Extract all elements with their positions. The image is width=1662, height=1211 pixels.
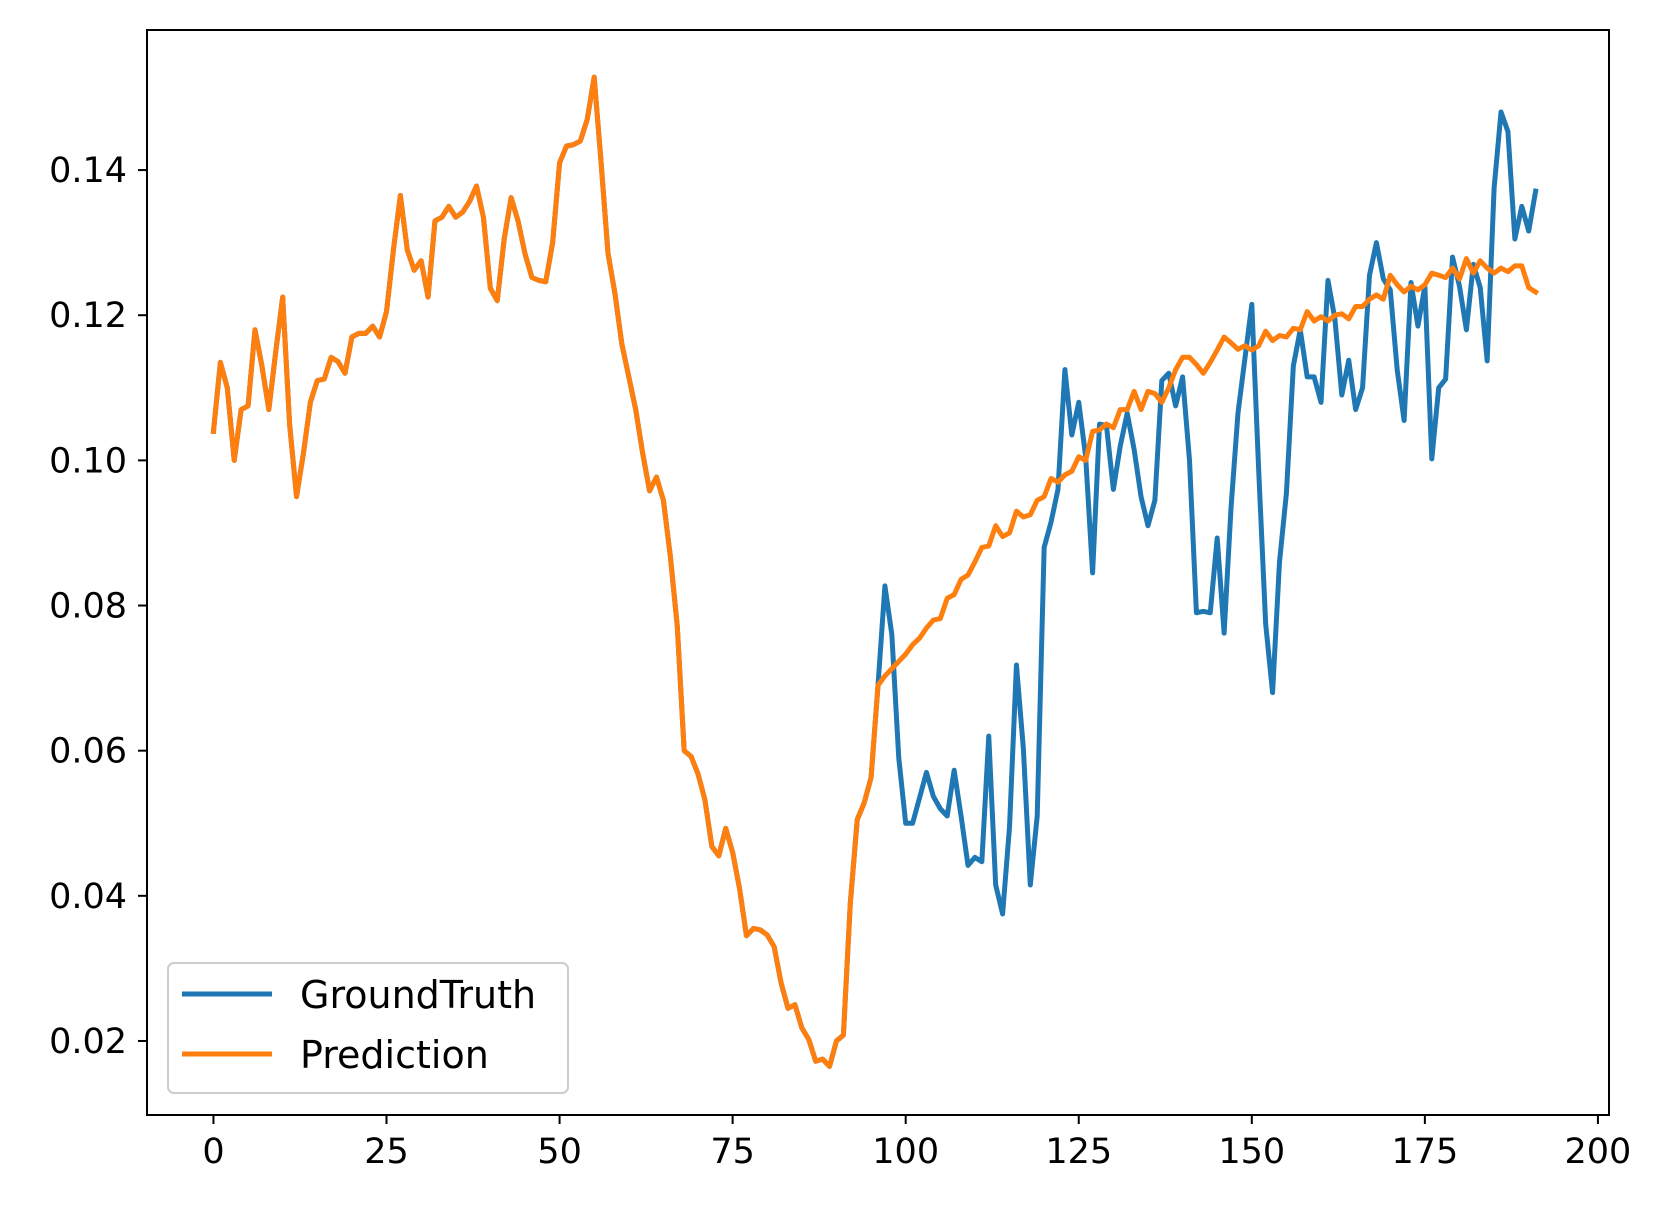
x-tick-label: 200 (1565, 1132, 1632, 1172)
y-tick-label: 0.04 (49, 877, 127, 917)
legend-label-groundtruth: GroundTruth (300, 973, 536, 1017)
series-line-prediction (210, 74, 1540, 1069)
x-tick-label: 100 (872, 1132, 939, 1172)
y-tick-label: 0.08 (49, 587, 127, 627)
x-tick-label: 50 (537, 1132, 582, 1172)
x-axis: 0 25 50 75 100 125 150 175 200 (202, 1115, 1631, 1172)
x-tick-label: 25 (364, 1132, 409, 1172)
plot-frame (146, 29, 1610, 1116)
y-tick-label: 0.02 (49, 1022, 127, 1062)
y-tick-label: 0.06 (49, 732, 127, 772)
y-tick-label: 0.10 (49, 441, 127, 481)
series-layer (210, 74, 1540, 1069)
y-tick-label: 0.14 (49, 151, 127, 191)
x-tick-label: 0 (202, 1132, 224, 1172)
legend: GroundTruth Prediction (167, 962, 569, 1094)
x-tick-label: 150 (1218, 1132, 1285, 1172)
x-tick-label: 125 (1045, 1132, 1112, 1172)
x-tick-label: 75 (710, 1132, 755, 1172)
y-axis: 0.02 0.04 0.06 0.08 0.10 0.12 0.14 (49, 151, 147, 1062)
x-tick-label: 175 (1391, 1132, 1458, 1172)
y-tick-label: 0.12 (49, 296, 127, 336)
legend-label-prediction: Prediction (300, 1033, 489, 1077)
